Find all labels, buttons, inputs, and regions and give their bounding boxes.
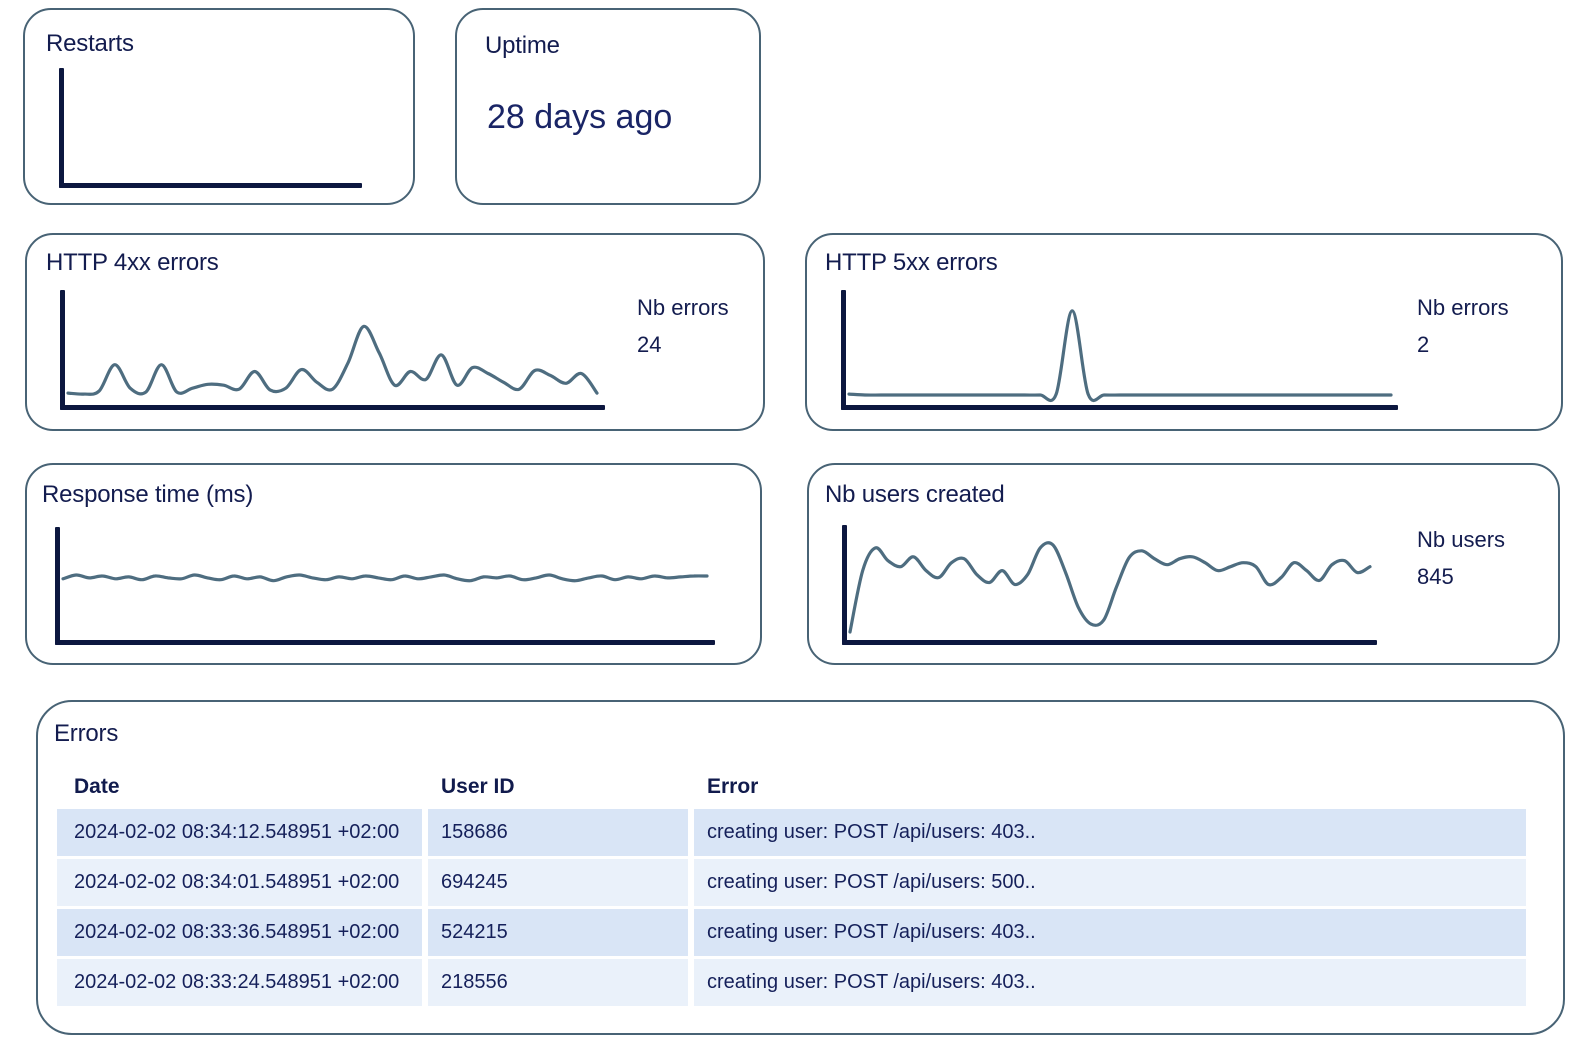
http4xx-y-axis bbox=[60, 290, 65, 410]
errors-title: Errors bbox=[54, 720, 119, 747]
users-created-sparkline bbox=[848, 541, 1372, 634]
http4xx-sparkline bbox=[66, 324, 599, 396]
http4xx-metric-value: 24 bbox=[637, 332, 662, 357]
restarts-y-axis bbox=[59, 68, 64, 188]
card-http-4xx-errors: HTTP 4xx errors Nb errors 24 bbox=[25, 233, 765, 431]
col-header-error: Error bbox=[707, 775, 759, 798]
http5xx-y-axis bbox=[841, 290, 846, 410]
card-restarts: Restarts bbox=[23, 8, 415, 205]
uptime-value: 28 days ago bbox=[487, 98, 673, 136]
users-created-metric: Nb users 845 bbox=[1417, 521, 1505, 595]
response-time-sparkline bbox=[61, 573, 709, 583]
http5xx-metric-label: Nb errors bbox=[1417, 295, 1509, 320]
http5xx-x-axis bbox=[841, 405, 1398, 410]
table-row-1-date: 2024-02-02 08:34:12.548951 +02:00 bbox=[57, 809, 422, 856]
card-errors: Errors Date User ID Error 2024-02-02 08:… bbox=[36, 700, 1565, 1035]
uptime-title: Uptime bbox=[485, 32, 560, 59]
http5xx-metric-value: 2 bbox=[1417, 332, 1430, 357]
response-time-y-axis bbox=[55, 527, 60, 645]
http4xx-x-axis bbox=[60, 405, 605, 410]
response-time-title: Response time (ms) bbox=[42, 481, 254, 508]
http5xx-sparkline bbox=[847, 309, 1393, 403]
card-uptime: Uptime 28 days ago bbox=[455, 8, 761, 205]
table-row-2-date: 2024-02-02 08:34:01.548951 +02:00 bbox=[57, 859, 422, 906]
http4xx-metric: Nb errors 24 bbox=[637, 289, 729, 363]
table-row-1-error: creating user: POST /api/users: 403.. bbox=[694, 809, 1526, 856]
table-row-3-user-id: 524215 bbox=[428, 909, 688, 956]
users-created-x-axis bbox=[842, 640, 1377, 645]
table-row-4-user-id: 218556 bbox=[428, 959, 688, 1006]
col-header-date: Date bbox=[74, 775, 120, 798]
http5xx-metric: Nb errors 2 bbox=[1417, 289, 1509, 363]
http4xx-title: HTTP 4xx errors bbox=[46, 249, 219, 276]
card-users-created: Nb users created Nb users 845 bbox=[807, 463, 1560, 665]
restarts-sparkline bbox=[65, 70, 365, 180]
table-row-1-user-id: 158686 bbox=[428, 809, 688, 856]
table-row-3-error: creating user: POST /api/users: 403.. bbox=[694, 909, 1526, 956]
table-row-4-error: creating user: POST /api/users: 403.. bbox=[694, 959, 1526, 1006]
users-created-metric-label: Nb users bbox=[1417, 527, 1506, 552]
users-created-title: Nb users created bbox=[825, 481, 1005, 508]
http5xx-title: HTTP 5xx errors bbox=[825, 249, 998, 276]
col-header-user-id: User ID bbox=[441, 775, 515, 798]
users-created-metric-value: 845 bbox=[1417, 564, 1454, 589]
restarts-title: Restarts bbox=[46, 30, 134, 57]
restarts-x-axis bbox=[59, 183, 362, 188]
table-row-2-user-id: 694245 bbox=[428, 859, 688, 906]
users-created-y-axis bbox=[842, 525, 847, 645]
table-row-2-error: creating user: POST /api/users: 500.. bbox=[694, 859, 1526, 906]
card-http-5xx-errors: HTTP 5xx errors Nb errors 2 bbox=[805, 233, 1563, 431]
table-row-3-date: 2024-02-02 08:33:36.548951 +02:00 bbox=[57, 909, 422, 956]
card-response-time: Response time (ms) bbox=[25, 463, 762, 665]
errors-table: Date User ID Error 2024-02-02 08:34:12.5… bbox=[57, 768, 1526, 1006]
table-row-4-date: 2024-02-02 08:33:24.548951 +02:00 bbox=[57, 959, 422, 1006]
response-time-x-axis bbox=[55, 640, 715, 645]
http4xx-metric-label: Nb errors bbox=[637, 295, 729, 320]
